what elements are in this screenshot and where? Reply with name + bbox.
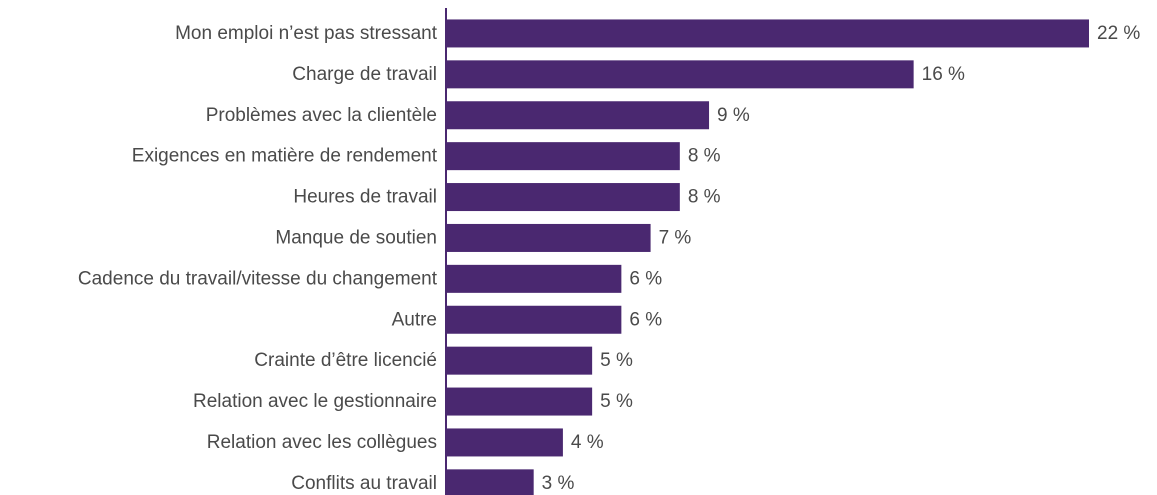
value-label: 9 % (717, 105, 750, 126)
value-label: 4 % (571, 432, 604, 453)
value-labels: 22 % 16 % 9 % 8 % 8 % 7 % 6 % 6 % 5 % 5 % 4 % 3 % (542, 23, 1141, 494)
bars (446, 19, 1089, 495)
bar (446, 469, 534, 495)
value-label: 6 % (629, 309, 662, 330)
bar (446, 387, 593, 416)
category-label: Relation avec les collègues (207, 432, 437, 453)
value-label: 5 % (600, 350, 633, 371)
category-label: Crainte d’être licencié (254, 350, 437, 371)
bar (446, 346, 593, 375)
value-label: 16 % (922, 64, 965, 85)
bar (446, 264, 622, 293)
value-label: 7 % (659, 227, 692, 248)
bar (446, 142, 680, 171)
category-label: Manque de soutien (275, 227, 437, 248)
category-label: Charge de travail (292, 64, 437, 85)
bar (446, 19, 1089, 48)
bar (446, 428, 563, 457)
category-label: Relation avec le gestionnaire (193, 391, 437, 412)
value-label: 8 % (688, 187, 721, 208)
category-label: Exigences en matière de rendement (132, 146, 438, 167)
category-labels: Mon emploi n’est pas stressant Charge de … (78, 23, 438, 494)
value-label: 6 % (629, 268, 662, 289)
bar (446, 223, 651, 252)
bar (446, 183, 680, 212)
bar (446, 60, 914, 89)
category-label: Problèmes avec la clientèle (206, 105, 437, 126)
category-label: Conflits au travail (291, 473, 437, 494)
value-label: 22 % (1097, 23, 1140, 44)
value-label: 3 % (542, 473, 575, 494)
category-label: Cadence du travail/vitesse du changement (78, 268, 438, 289)
category-label: Mon emploi n’est pas stressant (175, 23, 438, 44)
bar (446, 305, 622, 334)
category-label: Autre (392, 309, 437, 330)
value-label: 8 % (688, 146, 721, 167)
bar (446, 101, 710, 130)
category-label: Heures de travail (293, 187, 437, 208)
value-label: 5 % (600, 391, 633, 412)
